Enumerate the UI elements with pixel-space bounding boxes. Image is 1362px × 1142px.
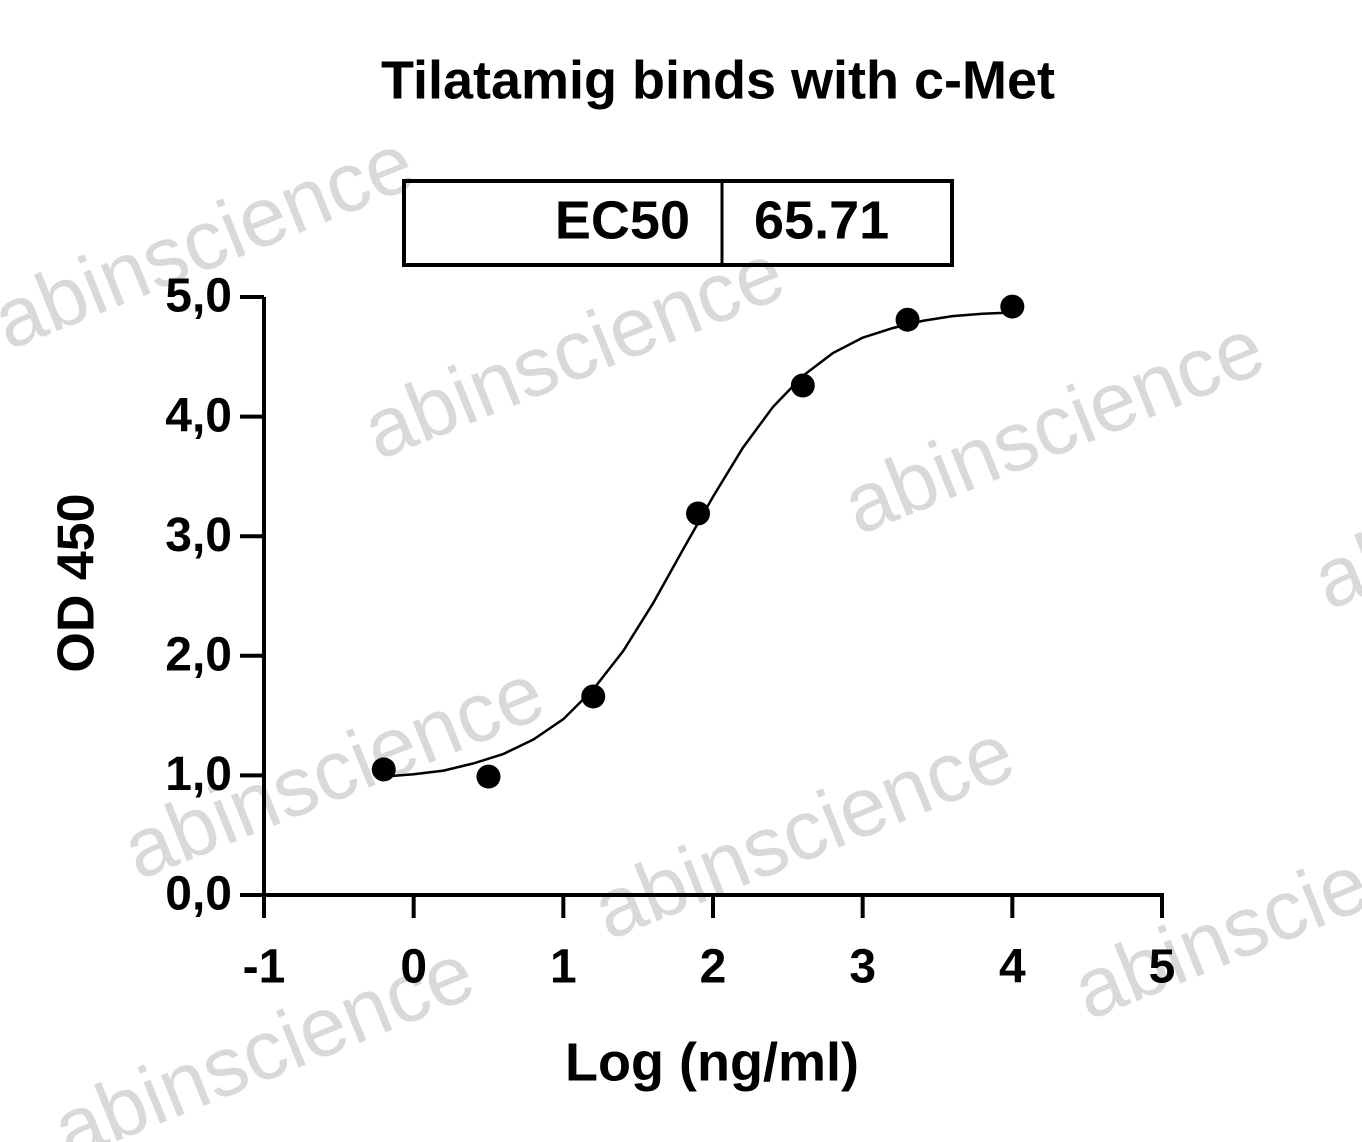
- y-tick-label: 5,0: [165, 270, 232, 323]
- watermark: abinscience: [830, 299, 1277, 552]
- y-tick-label: 3,0: [165, 509, 232, 562]
- y-tick-label: 2,0: [165, 628, 232, 681]
- x-tick-label: -1: [243, 941, 286, 994]
- watermark: abinscience: [350, 224, 797, 477]
- watermark: abinscience: [1300, 374, 1362, 627]
- data-point: [371, 757, 396, 782]
- y-tick-label: 4,0: [165, 389, 232, 442]
- ec50-value: 65.71: [754, 190, 889, 250]
- data-point: [1000, 294, 1025, 319]
- y-tick-label: 0,0: [165, 868, 232, 921]
- ec50-label: EC50: [555, 190, 690, 250]
- data-point: [476, 764, 501, 789]
- x-tick-label: 4: [999, 941, 1026, 994]
- x-axis-label: Log (ng/ml): [565, 1032, 859, 1092]
- watermark: abinscience: [0, 114, 426, 367]
- watermark: abinscience: [580, 704, 1027, 957]
- y-tick-label: 1,0: [165, 748, 232, 801]
- x-tick-label: 2: [700, 941, 727, 994]
- y-axis-label: OD 450: [48, 493, 106, 672]
- chart-title: Tilatamig binds with c-Met: [381, 50, 1055, 110]
- x-tick-label: 0: [400, 941, 427, 994]
- data-point: [790, 373, 815, 398]
- ec50-box: [402, 179, 954, 267]
- watermark: abinscience: [1060, 784, 1362, 1037]
- data-point: [581, 684, 606, 709]
- x-tick-label: 5: [1149, 941, 1176, 994]
- data-point: [895, 307, 920, 332]
- data-point: [686, 501, 711, 526]
- x-tick-label: 1: [550, 941, 577, 994]
- x-tick-label: 3: [849, 941, 876, 994]
